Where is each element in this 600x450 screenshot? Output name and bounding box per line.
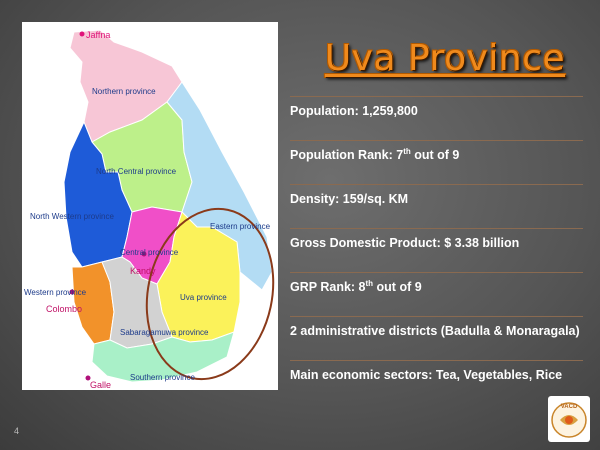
fact-districts: 2 administrative districts (Badulla & Mo… <box>290 316 583 340</box>
label-kandy: Kandy <box>130 266 156 276</box>
label-southern: Southern province <box>130 373 195 382</box>
vacd-logo-icon: VACD <box>551 402 587 438</box>
fact-density: Density: 159/sq. KM <box>290 184 583 208</box>
page-number: 4 <box>14 426 20 436</box>
label-northern: Northern province <box>92 87 156 96</box>
fact-economic-sectors: Main economic sectors: Tea, Vegetables, … <box>290 360 583 384</box>
label-galle: Galle <box>90 380 111 390</box>
fact-population-rank: Population Rank: 7th out of 9 <box>290 140 583 164</box>
jaffna-marker <box>79 31 85 37</box>
label-north-western: North Western province <box>30 212 114 221</box>
svg-text:VACD: VACD <box>561 404 578 410</box>
kandy-marker <box>141 251 147 257</box>
label-uva: Uva province <box>180 293 227 302</box>
map-graphic: Jaffna Northern province North Central p… <box>24 29 275 390</box>
label-sabaragamuwa: Sabaragamuwa province <box>120 328 209 337</box>
fact-population: Population: 1,259,800 <box>290 96 583 120</box>
vacd-logo: VACD <box>548 396 590 442</box>
southern-province-region <box>91 331 235 383</box>
label-jaffna: Jaffna <box>86 30 110 40</box>
uva-highlight-oval <box>145 207 275 381</box>
colombo-marker <box>69 289 75 295</box>
sri-lanka-map: Jaffna Northern province North Central p… <box>22 22 278 390</box>
label-colombo: Colombo <box>46 304 82 314</box>
label-eastern: Eastern province <box>210 222 271 231</box>
fact-grp-rank: GRP Rank: 8th out of 9 <box>290 272 583 296</box>
fact-gdp: Gross Domestic Product: $ 3.38 billion <box>290 228 583 252</box>
galle-marker <box>85 375 91 381</box>
label-north-central: North Central province <box>96 167 177 176</box>
label-western: Western province <box>24 288 87 297</box>
slide-title: Uva Province <box>324 38 566 79</box>
label-central: Central province <box>120 248 179 257</box>
